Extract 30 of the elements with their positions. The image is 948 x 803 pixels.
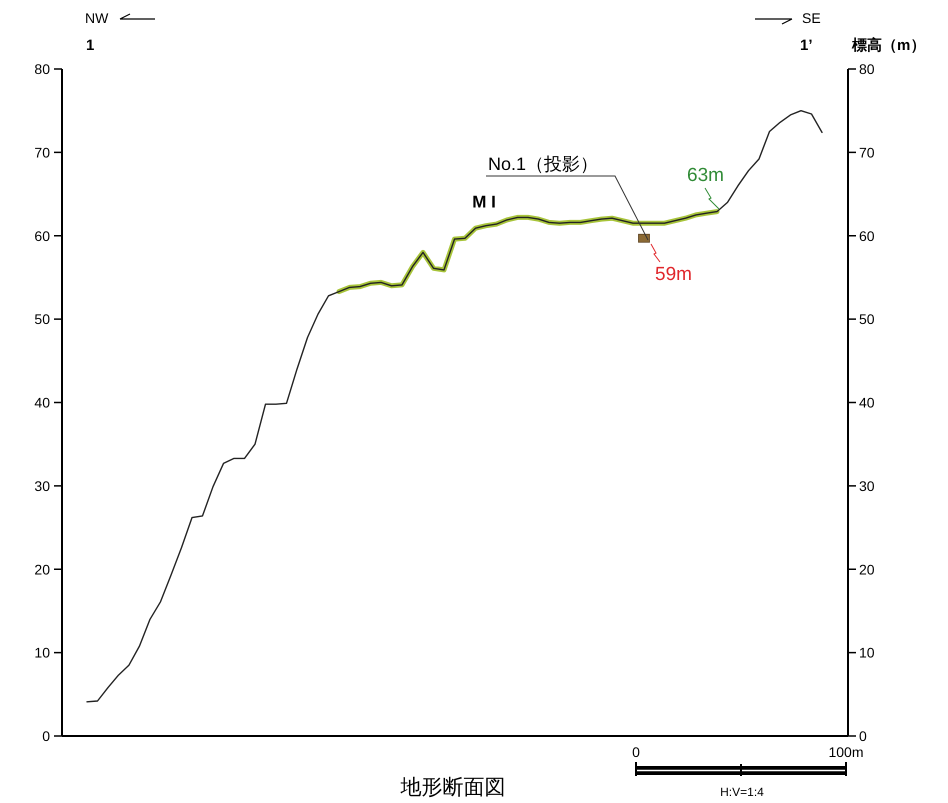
- y-tick-label: 50: [34, 311, 50, 328]
- annotation: NW: [85, 10, 108, 26]
- y2-tick-label: 20: [859, 561, 875, 578]
- annotation: H:V=1:4: [720, 785, 764, 799]
- y-tick-label: 60: [34, 228, 50, 244]
- annotation: 0: [632, 744, 640, 760]
- annotation: 1: [86, 37, 94, 54]
- y-tick-label: 30: [34, 478, 50, 494]
- y-tick-label: 0: [42, 728, 50, 744]
- text: 地形断面図: [400, 776, 506, 799]
- y2-tick-label: 10: [859, 644, 875, 661]
- y-tick-label: 80: [34, 61, 50, 77]
- y-tick-label: 70: [34, 144, 50, 160]
- annotation: 59m: [655, 264, 692, 285]
- annotation: 1’: [800, 37, 813, 54]
- y-tick-label: 40: [34, 394, 50, 410]
- y2-tick-label: 70: [859, 144, 875, 160]
- y2-tick-label: 60: [859, 228, 875, 244]
- annotation: 100m: [828, 744, 864, 760]
- y2-axis-title: 標高（m）: [851, 36, 926, 54]
- y-tick-label: 20: [34, 561, 50, 578]
- y-tick-label: 10: [34, 644, 50, 661]
- annotation: No.1（投影）: [488, 154, 598, 174]
- annotation: SE: [802, 10, 821, 26]
- annotation: 63m: [687, 165, 724, 186]
- y2-tick-label: 50: [859, 311, 875, 328]
- y2-tick-label: 80: [859, 61, 875, 77]
- y2-tick-label: 30: [859, 478, 875, 494]
- y2-tick-label: 0: [859, 728, 867, 744]
- y2-tick-label: 40: [859, 394, 875, 410]
